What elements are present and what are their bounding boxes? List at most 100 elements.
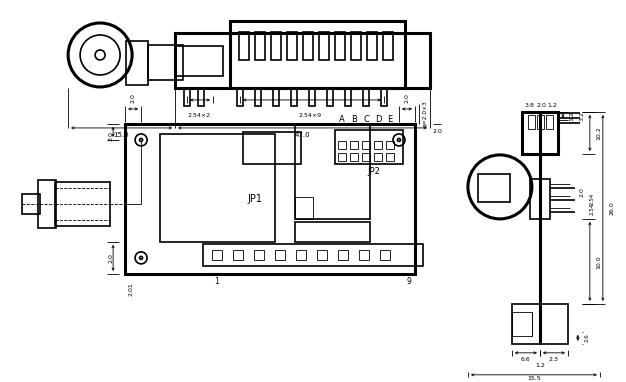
Bar bbox=[317, 250, 327, 260]
Text: φ=2.0×3: φ=2.0×3 bbox=[423, 100, 428, 127]
Bar bbox=[362, 141, 370, 149]
Bar bbox=[296, 250, 306, 260]
Text: 15.5: 15.5 bbox=[527, 376, 541, 381]
Bar bbox=[125, 124, 415, 274]
Bar bbox=[528, 115, 535, 129]
Bar bbox=[362, 153, 370, 161]
Bar bbox=[327, 88, 333, 106]
Bar bbox=[338, 153, 346, 161]
Bar bbox=[126, 41, 148, 85]
Text: 1.2: 1.2 bbox=[547, 104, 557, 108]
Bar bbox=[350, 141, 358, 149]
Text: 2.54×2: 2.54×2 bbox=[188, 113, 210, 118]
Bar bbox=[359, 250, 369, 260]
Text: JP2: JP2 bbox=[367, 167, 381, 176]
Bar bbox=[512, 304, 568, 344]
Text: 2.0: 2.0 bbox=[404, 93, 409, 103]
Bar bbox=[335, 130, 403, 164]
Text: 26.0: 26.0 bbox=[609, 201, 614, 215]
Text: E: E bbox=[387, 115, 393, 125]
Text: 1.2: 1.2 bbox=[535, 363, 545, 368]
Text: C: C bbox=[363, 115, 369, 125]
Text: 3.2: 3.2 bbox=[580, 111, 584, 121]
Text: 2.0: 2.0 bbox=[108, 131, 113, 141]
Bar bbox=[160, 134, 275, 242]
Bar bbox=[345, 88, 351, 106]
Text: 1.2: 1.2 bbox=[570, 111, 575, 121]
Bar bbox=[184, 88, 190, 106]
Bar bbox=[309, 88, 315, 106]
Text: 3.8: 3.8 bbox=[525, 104, 535, 108]
Bar bbox=[546, 115, 553, 129]
Text: B: B bbox=[351, 115, 357, 125]
Bar bbox=[374, 141, 382, 149]
Text: 47.0: 47.0 bbox=[294, 132, 310, 138]
Bar bbox=[255, 32, 265, 60]
Text: 2.01: 2.01 bbox=[128, 282, 133, 296]
Bar bbox=[55, 182, 110, 226]
Bar bbox=[233, 250, 243, 260]
Text: A: A bbox=[339, 115, 345, 125]
Bar bbox=[319, 32, 329, 60]
Text: 2.3: 2.3 bbox=[549, 357, 559, 362]
Text: 2.0: 2.0 bbox=[432, 129, 442, 134]
Text: 2.0: 2.0 bbox=[580, 187, 584, 197]
Text: 10.0: 10.0 bbox=[597, 255, 602, 269]
Bar bbox=[380, 250, 390, 260]
Text: 15.0: 15.0 bbox=[113, 132, 129, 138]
Bar bbox=[198, 88, 204, 106]
Text: 2.54: 2.54 bbox=[589, 203, 594, 215]
Text: 1: 1 bbox=[215, 277, 220, 286]
Bar bbox=[295, 222, 370, 242]
Bar bbox=[363, 88, 369, 106]
Bar bbox=[381, 88, 387, 106]
Bar bbox=[287, 32, 297, 60]
Bar bbox=[338, 141, 346, 149]
Bar bbox=[243, 132, 301, 164]
Bar bbox=[254, 250, 264, 260]
Bar bbox=[175, 46, 223, 76]
Bar bbox=[522, 112, 558, 154]
Bar bbox=[530, 179, 550, 219]
Text: 2.0: 2.0 bbox=[537, 104, 547, 108]
Bar bbox=[374, 153, 382, 161]
Bar bbox=[478, 174, 510, 202]
Bar bbox=[237, 88, 243, 106]
Text: D: D bbox=[375, 115, 381, 125]
Bar bbox=[338, 250, 348, 260]
Bar bbox=[386, 153, 394, 161]
Bar bbox=[239, 32, 249, 60]
Bar bbox=[38, 180, 56, 228]
Bar bbox=[295, 197, 313, 219]
Text: JP1: JP1 bbox=[247, 194, 262, 204]
Text: 2.54: 2.54 bbox=[589, 193, 594, 205]
Bar bbox=[512, 312, 532, 336]
Text: 2.0: 2.0 bbox=[131, 93, 136, 103]
Bar bbox=[22, 194, 40, 214]
Bar bbox=[351, 32, 361, 60]
Bar bbox=[203, 244, 423, 266]
Bar bbox=[271, 32, 281, 60]
Bar bbox=[273, 88, 279, 106]
Text: 9: 9 bbox=[406, 277, 411, 286]
Bar bbox=[386, 141, 394, 149]
Bar bbox=[275, 250, 285, 260]
Text: 2.54×9: 2.54×9 bbox=[299, 113, 322, 118]
Bar bbox=[148, 45, 183, 80]
Bar bbox=[230, 21, 405, 88]
Bar bbox=[295, 124, 370, 219]
Bar bbox=[303, 32, 313, 60]
Bar bbox=[537, 115, 544, 129]
Bar bbox=[212, 250, 222, 260]
Bar bbox=[175, 33, 430, 88]
Bar bbox=[383, 32, 393, 60]
Text: 10.2: 10.2 bbox=[597, 126, 602, 140]
Text: 2.6: 2.6 bbox=[584, 333, 589, 342]
Text: 2.0: 2.0 bbox=[108, 253, 113, 263]
Bar bbox=[255, 88, 261, 106]
Bar bbox=[350, 153, 358, 161]
Bar bbox=[367, 32, 377, 60]
Text: 6.6: 6.6 bbox=[521, 357, 531, 362]
Bar bbox=[291, 88, 297, 106]
Bar bbox=[335, 32, 345, 60]
